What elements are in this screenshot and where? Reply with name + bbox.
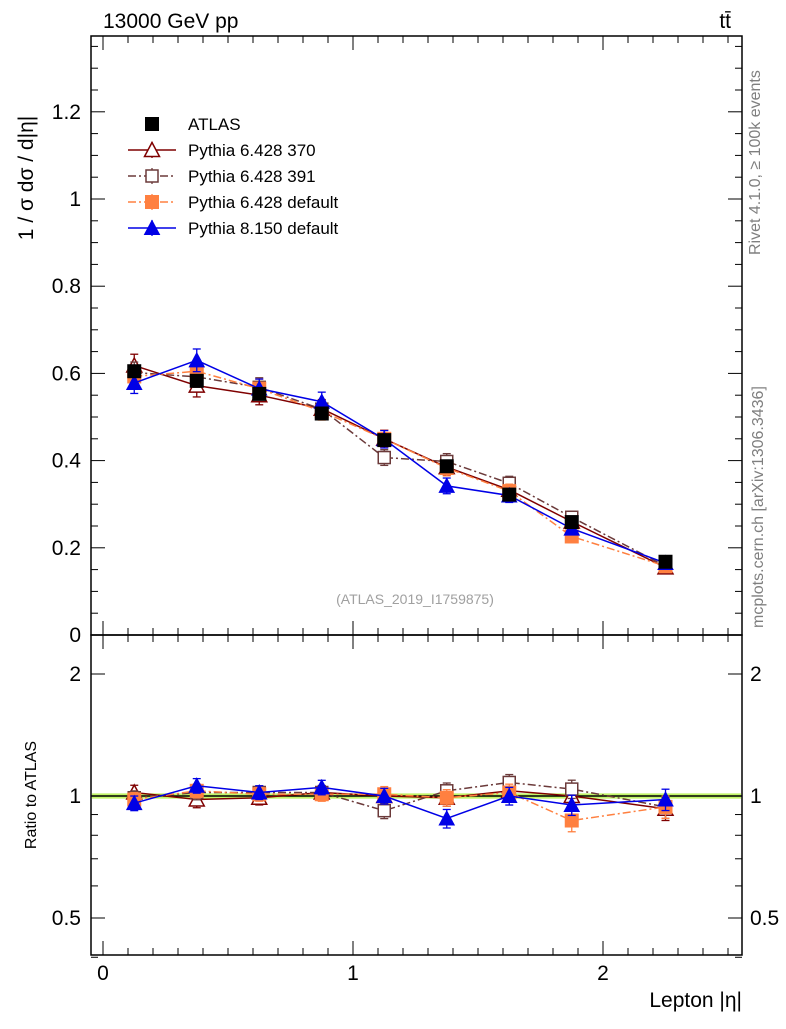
ratio-point bbox=[439, 790, 454, 805]
y-axis-title: 1 / σ dσ / d|η| bbox=[15, 116, 38, 240]
ratio-point bbox=[313, 778, 331, 795]
y-tick-label: 0 bbox=[69, 624, 81, 647]
legend-item: Pythia 6.428 391 bbox=[128, 167, 316, 186]
side-version-label: Rivet 4.1.0, ≥ 100k events bbox=[747, 70, 764, 255]
ratio-point bbox=[500, 787, 518, 803]
legend-label: Pythia 6.428 370 bbox=[188, 141, 316, 160]
ratio-point bbox=[125, 794, 143, 811]
series-pythia-8-150-default bbox=[125, 348, 674, 571]
data-point bbox=[658, 554, 673, 569]
data-point bbox=[127, 364, 142, 379]
legend-item: Pythia 6.428 370 bbox=[128, 140, 316, 160]
legend-label: Pythia 6.428 391 bbox=[188, 167, 316, 186]
ratio-point bbox=[188, 777, 206, 793]
ratio-point bbox=[438, 809, 456, 826]
energy-label: 13000 GeV pp bbox=[103, 10, 238, 33]
ratio-line bbox=[134, 784, 666, 820]
ratio-tick-label-right: 1 bbox=[750, 785, 762, 808]
x-tick-label: 1 bbox=[347, 962, 359, 985]
series-line bbox=[134, 364, 666, 569]
data-point bbox=[125, 374, 143, 390]
ratio-layer bbox=[125, 773, 675, 833]
ratio-tick-label-right: 0.5 bbox=[750, 907, 779, 930]
ratio-line bbox=[134, 790, 666, 822]
ratio-point bbox=[375, 787, 393, 803]
ratio-tick-label: 1 bbox=[69, 785, 81, 808]
ratio-tick-label: 0.5 bbox=[52, 907, 81, 930]
legend: ATLAS Pythia 6.428 370 Pythia 6.428 391 Pyt… bbox=[128, 115, 339, 238]
legend-marker bbox=[145, 117, 159, 131]
ratio-panel bbox=[90, 634, 743, 956]
ratio-point bbox=[250, 783, 268, 800]
series-line bbox=[134, 370, 666, 567]
data-point bbox=[252, 386, 267, 401]
ratio-tick-label-right: 2 bbox=[750, 663, 762, 686]
ratio-panel-frame bbox=[90, 634, 743, 956]
data-point bbox=[314, 406, 329, 421]
y-tick-label: 1 bbox=[69, 188, 81, 211]
series-pythia-6-428-default bbox=[127, 360, 673, 574]
ratio-point bbox=[563, 796, 581, 813]
y-tick-label: 0.4 bbox=[52, 450, 82, 473]
series-layer bbox=[125, 348, 675, 575]
legend-marker bbox=[143, 219, 161, 235]
legend-label: Pythia 6.428 default bbox=[188, 193, 339, 212]
series-line bbox=[133, 359, 666, 564]
y-tick-label: 0.8 bbox=[52, 275, 81, 298]
ratio-tick-label: 2 bbox=[69, 663, 81, 686]
data-point bbox=[502, 487, 517, 502]
series-pythia-6-428-391 bbox=[127, 361, 673, 573]
ratio-point bbox=[657, 790, 674, 807]
analysis-id-label: (ATLAS_2019_I1759875) bbox=[336, 591, 494, 607]
x-tick-label: 0 bbox=[97, 962, 109, 985]
data-point bbox=[377, 450, 391, 465]
data-point bbox=[189, 373, 204, 388]
x-tick-label: 2 bbox=[597, 962, 609, 985]
data-point bbox=[564, 515, 579, 530]
y-tick-label: 0.2 bbox=[52, 537, 81, 560]
ratio-point bbox=[377, 803, 391, 818]
data-point bbox=[188, 351, 206, 368]
ratio-series-pythia-8-150-default bbox=[125, 777, 674, 829]
legend-item: Pythia 6.428 default bbox=[128, 193, 339, 212]
side-source-label: mcplots.cern.ch [arXiv:1306.3436] bbox=[750, 386, 767, 628]
y-tick-label: 1.2 bbox=[52, 101, 81, 124]
series-pythia-6-428-370 bbox=[125, 353, 675, 575]
legend-item: Pythia 8.150 default bbox=[128, 219, 339, 238]
ratio-series-pythia-6-428-default bbox=[127, 783, 673, 833]
data-point bbox=[438, 477, 456, 493]
ticks-layer: 0 1 2 0 0.2 0.4 0.6 0.8 1 1.2 0.5 0.5 1 1 2 2 bbox=[52, 36, 779, 985]
series-atlas bbox=[127, 364, 673, 569]
legend-item: ATLAS bbox=[145, 115, 241, 134]
process-label: tt̄ bbox=[719, 10, 731, 33]
series-line bbox=[134, 371, 666, 567]
legend-label: Pythia 8.150 default bbox=[188, 219, 339, 238]
y-tick-label: 0.6 bbox=[52, 362, 81, 385]
ratio-axis-title: Ratio to ATLAS bbox=[23, 741, 40, 849]
data-point bbox=[377, 433, 392, 448]
data-point bbox=[439, 459, 454, 474]
legend-marker bbox=[145, 169, 159, 183]
legend-label: ATLAS bbox=[188, 115, 241, 134]
legend-marker bbox=[143, 140, 161, 158]
legend-marker bbox=[145, 195, 159, 209]
ratio-point bbox=[565, 782, 579, 796]
x-axis-title: Lepton |η| bbox=[649, 989, 742, 1012]
